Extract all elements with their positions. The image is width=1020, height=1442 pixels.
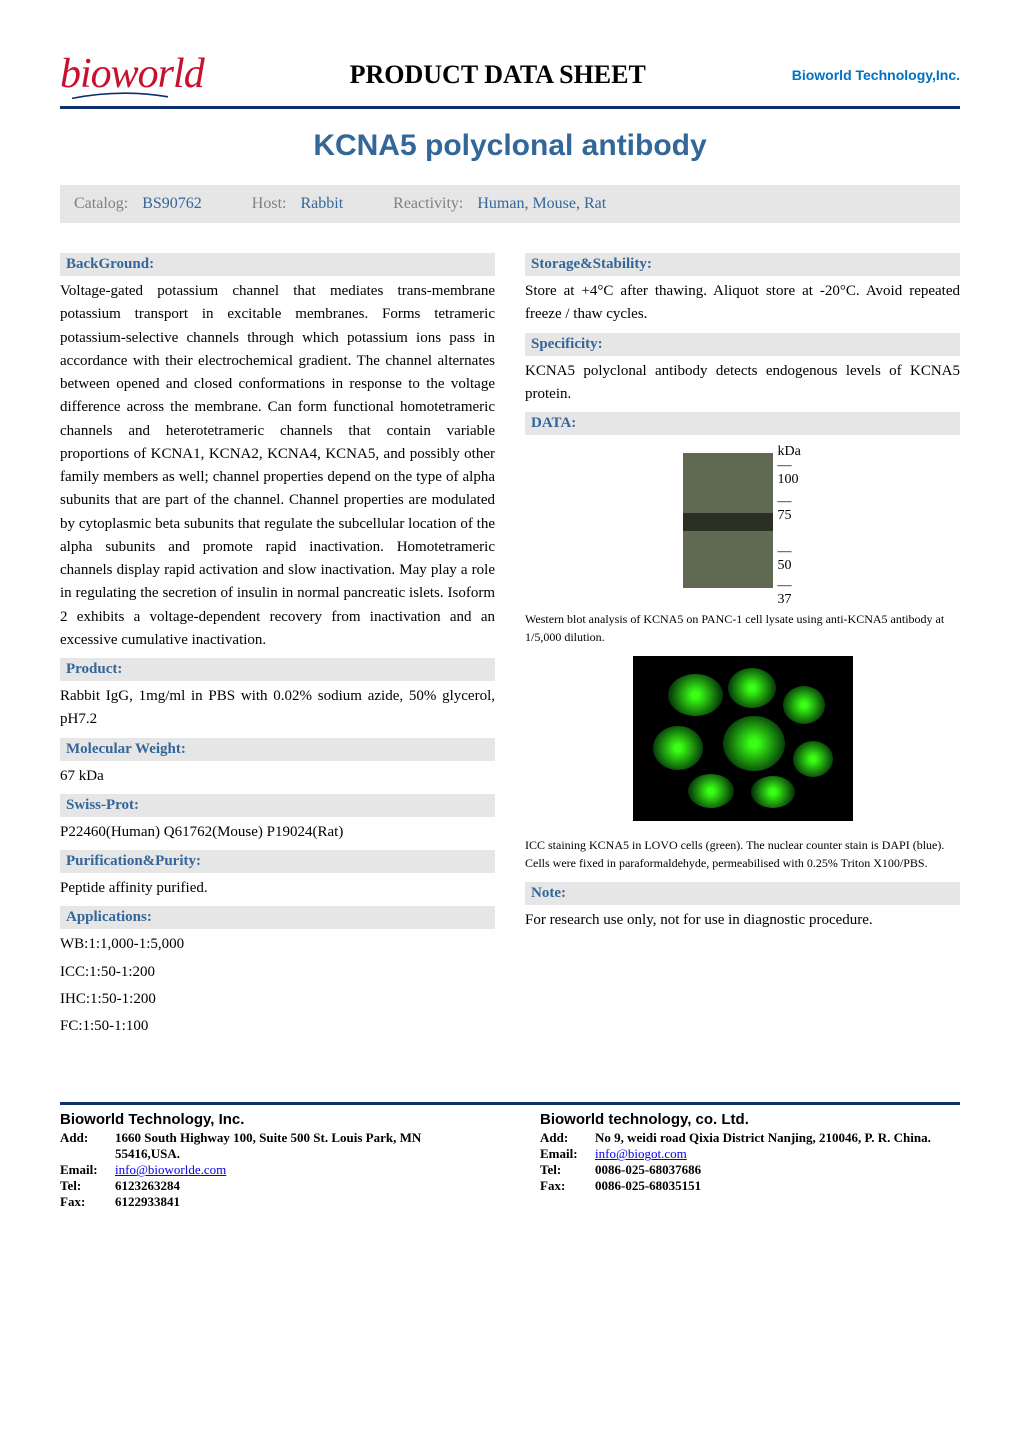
footer-fax-value-right: 0086-025-68035151 — [595, 1178, 701, 1194]
logo-text: bioworld — [60, 50, 204, 98]
header-title: PRODUCT DATA SHEET — [204, 60, 792, 90]
footer-left: Bioworld Technology, Inc. Add: 1660 Sout… — [60, 1111, 480, 1210]
icc-cell — [783, 686, 825, 724]
icc-cell — [688, 774, 734, 808]
specificity-header: Specificity: — [525, 333, 960, 356]
icc-cell — [728, 668, 776, 708]
wb-band — [683, 513, 773, 531]
footer-email-link-right[interactable]: info@biogot.com — [595, 1146, 687, 1162]
footer-tel-value-right: 0086-025-68037686 — [595, 1162, 701, 1178]
product-text: Rabbit IgG, 1mg/ml in PBS with 0.02% sod… — [60, 685, 495, 732]
reactivity-field: Reactivity: Human, Mouse, Rat — [393, 195, 606, 213]
host-label: Host: — [252, 195, 287, 212]
header-rule — [60, 106, 960, 109]
wb-tick-100: —100 — [778, 459, 799, 487]
icc-cell — [793, 741, 833, 777]
footer-right: Bioworld technology, co. Ltd. Add: No 9,… — [540, 1111, 960, 1210]
icc-image — [633, 656, 853, 821]
footer-add-value-left: 1660 South Highway 100, Suite 500 St. Lo… — [115, 1130, 480, 1162]
footer-email-link-left[interactable]: info@bioworlde.com — [115, 1162, 226, 1178]
catalog-value: BS90762 — [142, 195, 202, 212]
purity-text: Peptide affinity purified. — [60, 877, 495, 900]
storage-header: Storage&Stability: — [525, 253, 960, 276]
page-footer: Bioworld Technology, Inc. Add: 1660 Sout… — [60, 1102, 960, 1210]
data-header: DATA: — [525, 412, 960, 435]
product-name: KCNA5 polyclonal antibody — [60, 129, 960, 163]
wb-figure: kDa —100 —75 —50 —37 — [525, 445, 960, 600]
background-text: Voltage-gated potassium channel that med… — [60, 280, 495, 652]
company-tag: Bioworld Technology,Inc. — [792, 67, 960, 83]
storage-text: Store at +4°C after thawing. Aliquot sto… — [525, 280, 960, 327]
wb-tick-50: —50 — [778, 545, 792, 573]
icc-cell — [751, 776, 795, 808]
purity-header: Purification&Purity: — [60, 850, 495, 873]
footer-add-value-right: No 9, weidi road Qixia District Nanjing,… — [595, 1130, 931, 1146]
footer-email-right: Email: info@biogot.com — [540, 1146, 960, 1162]
footer-company-left: Bioworld Technology, Inc. — [60, 1111, 480, 1128]
footer-email-label-right: Email: — [540, 1146, 595, 1162]
left-column: BackGround: Voltage-gated potassium chan… — [60, 247, 495, 1042]
footer-fax-left: Fax: 6122933841 — [60, 1194, 480, 1210]
background-header: BackGround: — [60, 253, 495, 276]
specificity-text: KCNA5 polyclonal antibody detects endoge… — [525, 360, 960, 407]
footer-company-right: Bioworld technology, co. Ltd. — [540, 1111, 960, 1128]
product-header: Product: — [60, 658, 495, 681]
catalog-label: Catalog: — [74, 195, 128, 212]
footer-add-right: Add: No 9, weidi road Qixia District Nan… — [540, 1130, 960, 1146]
footer-fax-right: Fax: 0086-025-68035151 — [540, 1178, 960, 1194]
reactivity-label: Reactivity: — [393, 195, 463, 212]
icc-cell — [723, 716, 785, 771]
note-header: Note: — [525, 882, 960, 905]
host-field: Host: Rabbit — [252, 195, 343, 213]
apps-header: Applications: — [60, 906, 495, 929]
host-value: Rabbit — [300, 195, 343, 212]
footer-tel-left: Tel: 6123263284 — [60, 1178, 480, 1194]
icc-caption: ICC staining KCNA5 in LOVO cells (green)… — [525, 836, 960, 872]
footer-tel-right: Tel: 0086-025-68037686 — [540, 1162, 960, 1178]
footer-add-left: Add: 1660 South Highway 100, Suite 500 S… — [60, 1130, 480, 1162]
icc-figure — [525, 656, 960, 826]
swissprot-header: Swiss-Prot: — [60, 794, 495, 817]
apps-line-1: ICC:1:50-1:200 — [60, 961, 495, 984]
page-header: bioworld PRODUCT DATA SHEET Bioworld Tec… — [60, 50, 960, 100]
footer-email-label-left: Email: — [60, 1162, 115, 1178]
right-column: Storage&Stability: Store at +4°C after t… — [525, 247, 960, 1042]
footer-fax-label-left: Fax: — [60, 1194, 115, 1210]
icc-cell — [668, 674, 723, 716]
western-blot-image: kDa —100 —75 —50 —37 — [653, 445, 833, 595]
mw-header: Molecular Weight: — [60, 738, 495, 761]
footer-add-label-left: Add: — [60, 1130, 115, 1162]
content-columns: BackGround: Voltage-gated potassium chan… — [60, 247, 960, 1042]
wb-unit: kDa — [778, 445, 801, 459]
footer-email-left: Email: info@bioworlde.com — [60, 1162, 480, 1178]
wb-tick-37: —37 — [778, 579, 792, 607]
footer-tel-label-left: Tel: — [60, 1178, 115, 1194]
footer-fax-label-right: Fax: — [540, 1178, 595, 1194]
logo-block: bioworld — [60, 50, 204, 100]
apps-line-0: WB:1:1,000-1:5,000 — [60, 933, 495, 956]
info-bar: Catalog: BS90762 Host: Rabbit Reactivity… — [60, 185, 960, 223]
swissprot-text: P22460(Human) Q61762(Mouse) P19024(Rat) — [60, 821, 495, 844]
footer-tel-label-right: Tel: — [540, 1162, 595, 1178]
wb-caption: Western blot analysis of KCNA5 on PANC-1… — [525, 610, 960, 646]
apps-line-3: FC:1:50-1:100 — [60, 1015, 495, 1038]
footer-columns: Bioworld Technology, Inc. Add: 1660 Sout… — [60, 1111, 960, 1210]
wb-tick-75: —75 — [778, 495, 792, 523]
footer-rule — [60, 1102, 960, 1105]
reactivity-value: Human, Mouse, Rat — [477, 195, 606, 212]
footer-fax-value-left: 6122933841 — [115, 1194, 180, 1210]
footer-tel-value-left: 6123263284 — [115, 1178, 180, 1194]
mw-text: 67 kDa — [60, 765, 495, 788]
catalog-field: Catalog: BS90762 — [74, 195, 202, 213]
footer-add-label-right: Add: — [540, 1130, 595, 1146]
apps-line-2: IHC:1:50-1:200 — [60, 988, 495, 1011]
note-text: For research use only, not for use in di… — [525, 909, 960, 932]
icc-cell — [653, 726, 703, 770]
